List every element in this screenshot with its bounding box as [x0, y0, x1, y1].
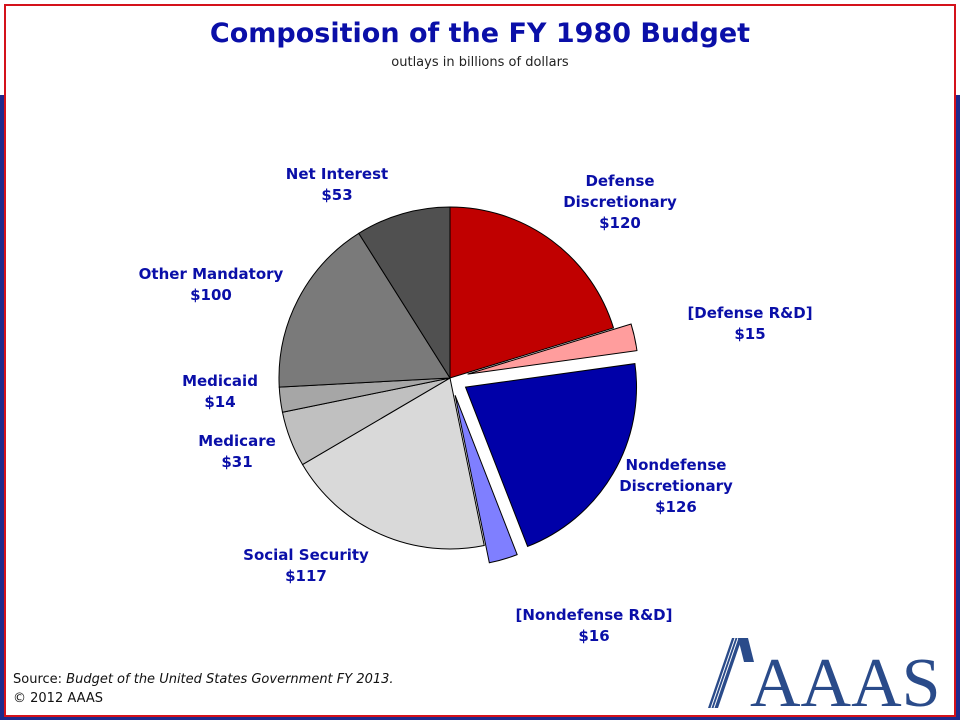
slice-label-line: Defense — [585, 172, 654, 190]
slice-label-line: $126 — [655, 498, 697, 516]
slice-label-net-interest: Net Interest $53 — [286, 165, 388, 204]
chart-subtitle: outlays in billions of dollars — [391, 55, 569, 70]
source-prefix: Source: — [13, 672, 67, 687]
slice-label-other-mandatory: Other Mandatory $100 — [139, 265, 284, 304]
pie-slice-other-mandatory — [278, 232, 451, 388]
aaas-logo: AAAS — [708, 637, 941, 712]
slice-label-line: $16 — [578, 627, 609, 645]
slice-label-line: $120 — [599, 214, 641, 232]
slice-label-nondefense-r-d: [Nondefense R&D] $16 — [516, 606, 673, 645]
slice-label-medicaid: Medicaid $14 — [182, 372, 258, 411]
slice-label-line: Medicare — [198, 432, 276, 450]
slice-label-line: Social Security — [243, 546, 369, 564]
slice-label-nondefense-discretionary: Nondefense Discretionary $126 — [619, 456, 733, 516]
slice-label-defense-discretionary: Defense Discretionary $120 — [563, 172, 677, 232]
slice-label-line: [Defense R&D] — [687, 304, 812, 322]
pie-slice-nondefense-r-d — [454, 395, 518, 564]
slice-label-line: Other Mandatory — [139, 265, 284, 283]
slice-label-line: $15 — [734, 325, 765, 343]
logo-stripes-icon — [708, 637, 754, 709]
slice-label-line: Medicaid — [182, 372, 258, 390]
slice-label-line: Discretionary — [619, 477, 733, 495]
slice-label-line: $100 — [190, 286, 232, 304]
slice-label-social-security: Social Security $117 — [243, 546, 369, 585]
source-note: Source: Budget of the United States Gove… — [13, 670, 394, 708]
slice-label-line: Discretionary — [563, 193, 677, 211]
slice-label-line: $53 — [321, 186, 352, 204]
slice-label-line: Nondefense — [626, 456, 727, 474]
source-title: Budget of the United States Government F… — [66, 672, 394, 687]
slice-label-defense-r-d: [Defense R&D] $15 — [687, 304, 812, 343]
pie-slice-social-security — [301, 377, 485, 550]
pie-slice-net-interest — [358, 206, 451, 380]
chart-title: Composition of the FY 1980 Budget — [209, 18, 751, 49]
slice-label-line: $31 — [221, 453, 252, 471]
slice-label-line: Net Interest — [286, 165, 388, 183]
pie-slice-defense-discretionary — [449, 206, 615, 379]
slice-label-line: [Nondefense R&D] — [516, 606, 673, 624]
slice-label-line: $14 — [204, 393, 235, 411]
pie-slice-defense-r-d — [467, 323, 638, 375]
slice-label-line: $117 — [285, 567, 327, 585]
pie-slice-nondefense-discretionary — [464, 363, 638, 548]
slice-label-medicare: Medicare $31 — [198, 432, 276, 471]
copyright-text: © 2012 AAAS — [13, 691, 104, 706]
logo-text: AAAS — [750, 645, 941, 712]
